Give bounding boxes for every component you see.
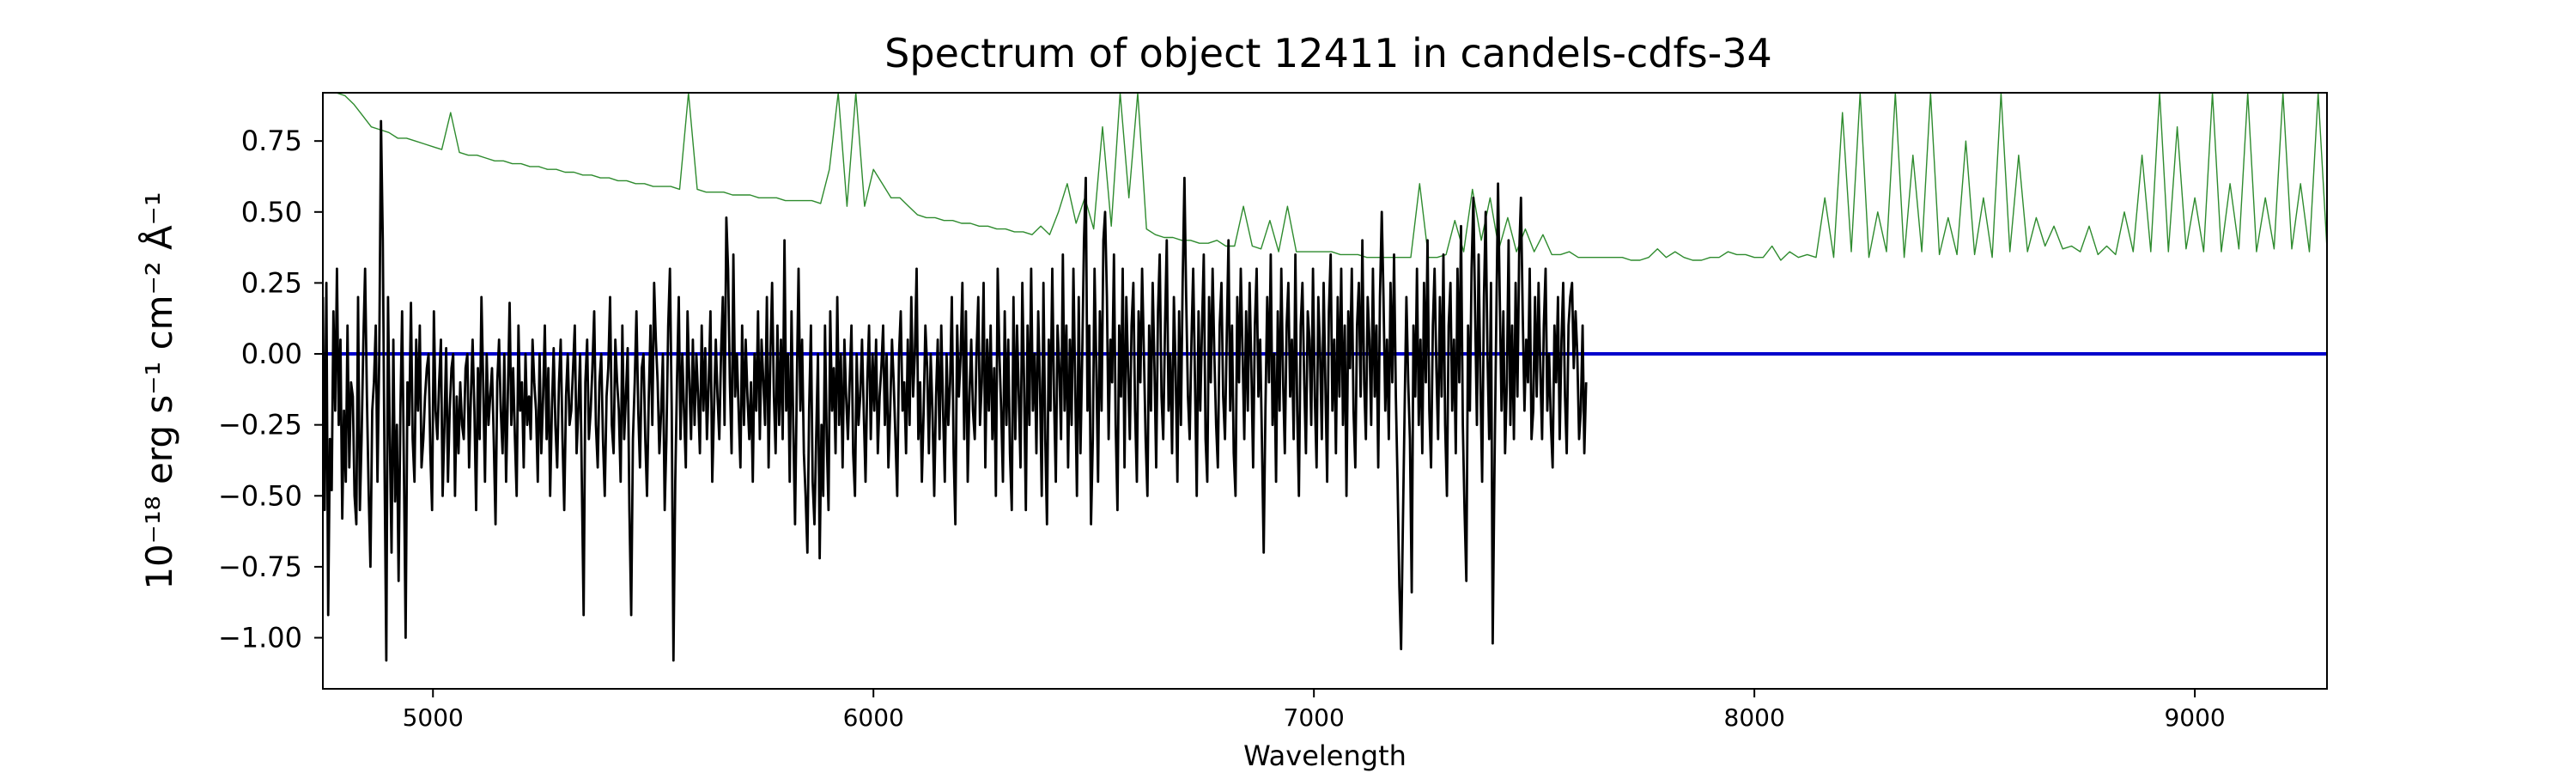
y-tick-label: −0.25 xyxy=(218,409,302,441)
x-tick-label: 6000 xyxy=(843,703,904,732)
series-line-2 xyxy=(323,119,1588,662)
chart-title: Spectrum of object 12411 in candels-cdfs… xyxy=(884,30,1772,76)
y-tick-label: −0.50 xyxy=(218,479,302,512)
y-tick-label: 0.25 xyxy=(241,266,302,299)
y-axis: 0.75 0.50 0.25 0.00 −0.25 −0.50 −0.75 −1.00 xyxy=(218,125,323,654)
y-tick-label: −1.00 xyxy=(218,622,302,654)
x-tick-label: 8000 xyxy=(1724,703,1785,732)
x-tick-label: 5000 xyxy=(403,703,464,732)
x-axis: 5000 6000 7000 8000 9000 xyxy=(403,689,2226,732)
plot-frame xyxy=(322,92,2328,690)
x-axis-label: Wavelength xyxy=(1243,740,1406,772)
x-tick-label: 7000 xyxy=(1284,703,1345,732)
x-tick-label: 9000 xyxy=(2164,703,2225,732)
y-tick-label: 0.50 xyxy=(241,196,302,228)
series-line-0 xyxy=(336,93,2327,261)
y-tick-label: 0.00 xyxy=(241,338,302,370)
series-layer xyxy=(323,93,2327,662)
y-tick-label: −0.75 xyxy=(218,551,302,583)
y-axis-label: 10⁻¹⁸ erg s⁻¹ cm⁻² Å⁻¹ xyxy=(137,192,180,589)
y-tick-label: 0.75 xyxy=(241,125,302,157)
